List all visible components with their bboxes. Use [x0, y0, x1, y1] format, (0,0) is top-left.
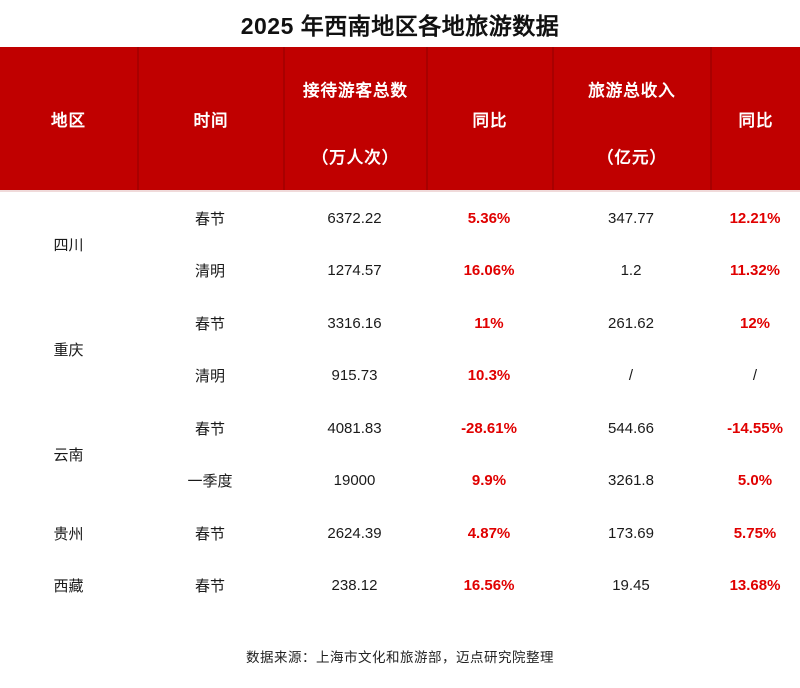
- header-visitors: 接待游客总数 （万人次）: [283, 47, 426, 190]
- region-label-sichuan: 四川: [53, 237, 84, 254]
- revenue-cell: 261.62: [608, 314, 654, 332]
- visitors-yoy-cell: 16.06%: [463, 262, 515, 280]
- visitors-cell: 4081.83: [327, 419, 382, 437]
- header-revenue-yoy: 同比: [710, 47, 800, 190]
- visitors-cell: 3316.16: [327, 314, 382, 332]
- region-label-chongqing: 重庆: [53, 342, 84, 359]
- header-time: 时间: [137, 47, 283, 190]
- revenue-yoy-cell: 13.68%: [729, 577, 781, 595]
- visitors-yoy-cell: 5.36%: [467, 209, 511, 227]
- page-title: 2025 年西南地区各地旅游数据: [240, 12, 560, 39]
- header-revenue-line2: （亿元）: [597, 149, 667, 167]
- time-cell: 清明: [194, 368, 225, 386]
- revenue-yoy-cell: 12.21%: [729, 209, 781, 227]
- visitors-cell: 1274.57: [327, 262, 382, 280]
- time-cell: 春节: [194, 210, 225, 228]
- visitors-cell: 6372.22: [327, 209, 382, 227]
- table-header: 地区 时间 接待游客总数 （万人次） 同比 旅游总收入 （亿元） 同比: [0, 47, 800, 192]
- region-label-yunnan: 云南: [53, 447, 84, 464]
- header-visitors-yoy: 同比: [426, 47, 552, 190]
- table-body: 四川 春节 6372.22 5.36% 347.77 12.21% 清明 127…: [0, 192, 800, 612]
- time-cell: 清明: [194, 263, 225, 281]
- revenue-cell: 1.2: [620, 262, 642, 280]
- revenue-cell-na: /: [628, 367, 634, 385]
- header-visitors-line1: 接待游客总数: [303, 82, 408, 100]
- visitors-cell: 19000: [333, 472, 376, 490]
- visitors-cell: 915.73: [331, 367, 378, 385]
- visitors-yoy-cell: -28.61%: [461, 419, 517, 437]
- visitors-yoy-cell: 9.9%: [471, 472, 507, 490]
- visitors-yoy-cell: 4.87%: [467, 524, 511, 542]
- revenue-cell: 173.69: [608, 524, 654, 542]
- visitors-cell: 238.12: [331, 577, 378, 595]
- header-revenue-line1: 旅游总收入: [588, 82, 676, 100]
- revenue-yoy-cell: 12%: [739, 314, 771, 332]
- time-cell: 春节: [194, 315, 225, 333]
- data-source-note: 数据来源：上海市文化和旅游部，迈点研究院整理: [246, 650, 554, 665]
- header-region: 地区: [51, 111, 86, 130]
- time-cell: 一季度: [187, 473, 233, 491]
- visitors-yoy-cell: 11%: [474, 314, 504, 332]
- revenue-yoy-cell: -14.55%: [727, 419, 783, 437]
- time-cell: 春节: [194, 420, 225, 438]
- header-visitors-line2: （万人次）: [311, 149, 400, 167]
- revenue-cell: 544.66: [608, 419, 654, 437]
- revenue-cell: 3261.8: [608, 472, 654, 490]
- region-label-guizhou: 贵州: [53, 525, 84, 543]
- revenue-yoy-cell: 11.32%: [729, 262, 781, 280]
- revenue-cell: 19.45: [612, 577, 650, 595]
- revenue-yoy-cell: 5.0%: [737, 472, 773, 490]
- revenue-yoy-cell: 5.75%: [733, 524, 777, 542]
- visitors-cell: 2624.39: [327, 524, 382, 542]
- region-label-xizang: 西藏: [53, 578, 84, 596]
- visitors-yoy-cell: 10.3%: [467, 367, 511, 385]
- visitors-yoy-cell: 16.56%: [463, 577, 515, 595]
- time-cell: 春节: [194, 525, 225, 543]
- time-cell: 春节: [194, 578, 225, 596]
- header-revenue: 旅游总收入 （亿元）: [552, 47, 710, 190]
- revenue-yoy-cell-na: /: [752, 367, 758, 385]
- revenue-cell: 347.77: [608, 209, 654, 227]
